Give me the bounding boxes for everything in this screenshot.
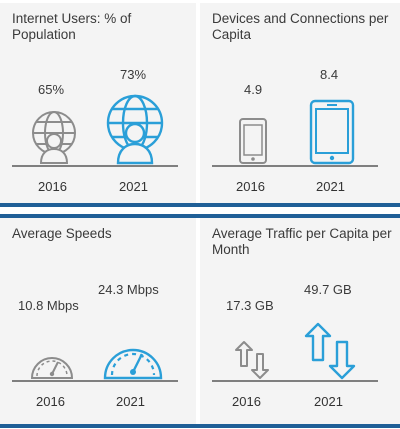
panel-divider xyxy=(196,3,200,203)
baseline xyxy=(212,165,378,167)
speedometer-icon xyxy=(103,348,163,380)
year-label-2021: 2021 xyxy=(116,394,145,409)
year-label-2021: 2021 xyxy=(316,179,345,194)
average-speeds-chart: Average Speeds 10.8 Mbps 24.3 Mbps 2016 … xyxy=(0,218,196,424)
year-label-2021: 2021 xyxy=(314,394,343,409)
average-traffic-chart: Average Traffic per Capita per Month 17.… xyxy=(200,218,400,424)
year-label-2021: 2021 xyxy=(119,179,148,194)
devices-chart: Devices and Connections per Capita 4.9 8… xyxy=(200,3,400,203)
value-label-2021: 24.3 Mbps xyxy=(98,282,159,297)
chart-title: Average Traffic per Capita per Month xyxy=(212,226,392,257)
baseline xyxy=(212,380,378,382)
value-label-2016: 65% xyxy=(38,82,65,97)
year-label-2016: 2016 xyxy=(36,394,65,409)
panel-divider xyxy=(196,218,200,424)
globe-user-icon xyxy=(32,111,76,164)
baseline xyxy=(12,165,178,167)
year-label-2016: 2016 xyxy=(232,394,261,409)
chart-title: Devices and Connections per Capita xyxy=(212,11,389,42)
value-label-2021: 8.4 xyxy=(320,67,339,82)
value-label-2021: 73% xyxy=(120,67,147,82)
up-down-arrows-icon xyxy=(235,341,269,379)
value-label-2016: 4.9 xyxy=(244,82,263,97)
smartphone-icon xyxy=(239,118,267,164)
chart-title: Average Speeds xyxy=(12,226,112,241)
smartphone-icon xyxy=(309,99,355,165)
chart-title: Internet Users: % of Population xyxy=(12,11,132,42)
up-down-arrows-icon xyxy=(304,322,356,380)
year-label-2016: 2016 xyxy=(38,179,67,194)
bottom-panel: Average Speeds 10.8 Mbps 24.3 Mbps 2016 … xyxy=(0,214,400,428)
speedometer-icon xyxy=(30,357,74,379)
top-panel: Internet Users: % of Population 65% 73% xyxy=(0,3,400,207)
internet-users-chart: Internet Users: % of Population 65% 73% xyxy=(0,3,196,203)
globe-user-icon xyxy=(106,94,164,165)
value-label-2016: 10.8 Mbps xyxy=(18,298,79,313)
value-label-2021: 49.7 GB xyxy=(304,282,352,297)
value-label-2016: 17.3 GB xyxy=(226,298,274,313)
year-label-2016: 2016 xyxy=(236,179,265,194)
baseline xyxy=(12,380,178,382)
